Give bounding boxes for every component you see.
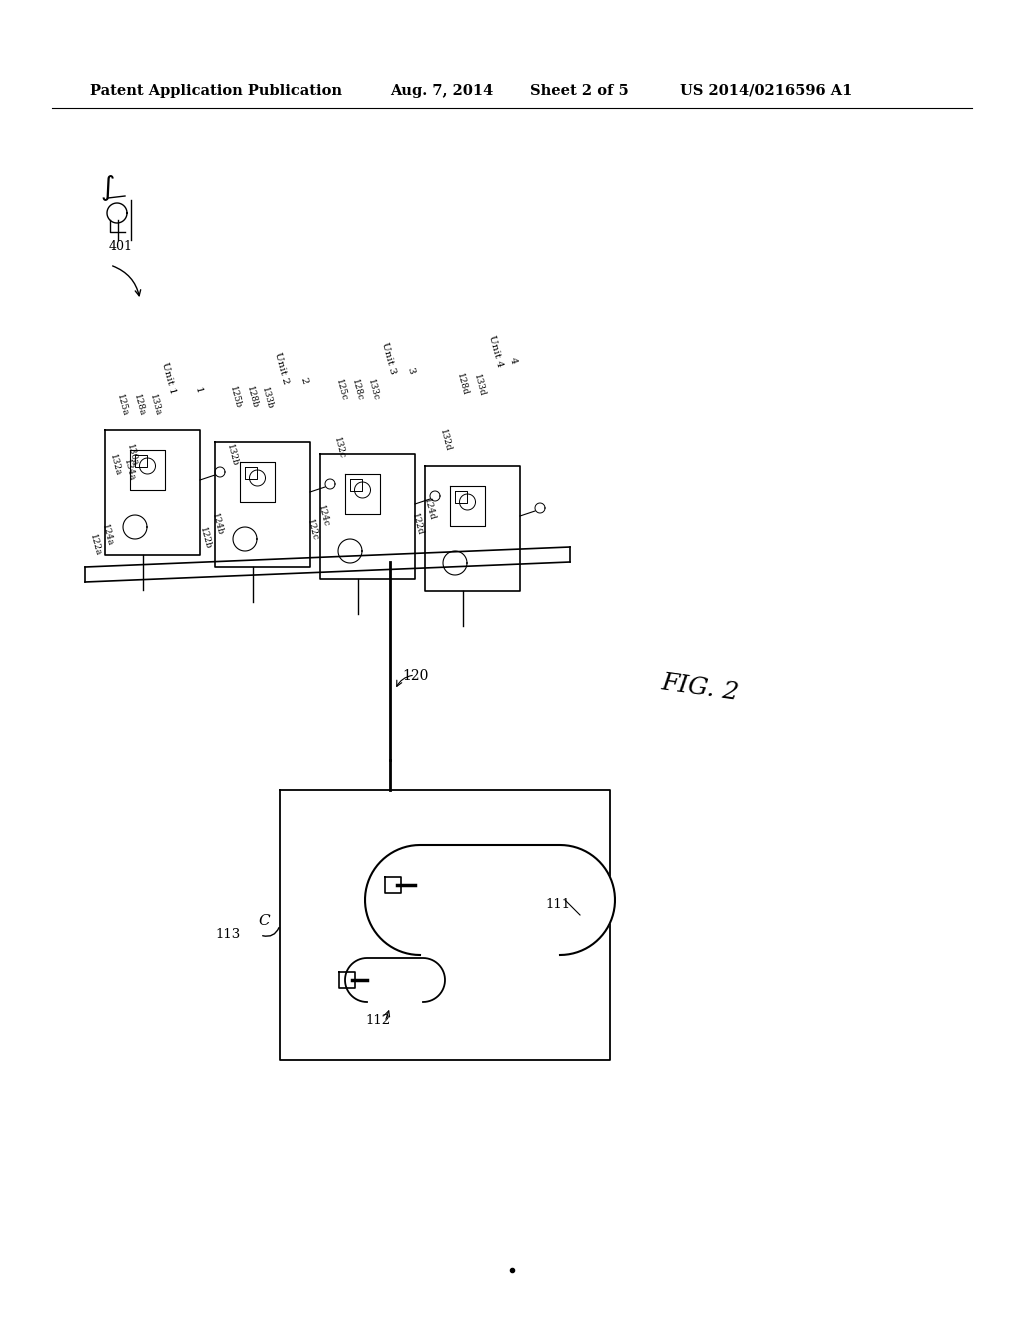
Text: 122c: 122c xyxy=(305,519,319,543)
Text: C: C xyxy=(258,913,269,928)
Text: 401: 401 xyxy=(109,240,133,253)
Text: 124c: 124c xyxy=(316,504,331,528)
Text: 122b: 122b xyxy=(198,525,213,550)
Text: 133d: 133d xyxy=(472,372,486,397)
Text: 2: 2 xyxy=(298,376,308,385)
Text: 124a: 124a xyxy=(100,523,115,546)
Text: FIG. 2: FIG. 2 xyxy=(660,672,740,705)
Text: Unit 2: Unit 2 xyxy=(273,351,290,385)
Text: 120: 120 xyxy=(402,669,428,682)
Text: US 2014/0216596 A1: US 2014/0216596 A1 xyxy=(680,84,852,98)
Text: 124d: 124d xyxy=(422,498,436,521)
Text: 3: 3 xyxy=(406,366,416,375)
Text: 125c: 125c xyxy=(334,378,348,403)
Text: 128a: 128a xyxy=(132,393,146,417)
Polygon shape xyxy=(345,958,445,1002)
Text: $\int$: $\int$ xyxy=(100,173,115,203)
Text: 133b: 133b xyxy=(260,385,274,411)
Text: 4: 4 xyxy=(508,356,518,366)
Text: Unit 4: Unit 4 xyxy=(487,334,504,368)
Text: 125b: 125b xyxy=(228,385,243,411)
Text: 124b: 124b xyxy=(210,512,224,537)
Text: Unit 1: Unit 1 xyxy=(160,360,177,395)
Text: 128b: 128b xyxy=(245,385,260,411)
Text: 125a: 125a xyxy=(115,393,130,417)
Text: 132a: 132a xyxy=(108,453,123,477)
Text: 111: 111 xyxy=(545,898,570,911)
Text: 130a: 130a xyxy=(125,444,139,467)
Text: 132c: 132c xyxy=(332,437,346,459)
Text: Patent Application Publication: Patent Application Publication xyxy=(90,84,342,98)
Text: 133a: 133a xyxy=(148,393,163,417)
Polygon shape xyxy=(365,845,615,954)
Text: 132d: 132d xyxy=(438,428,453,451)
Text: 122d: 122d xyxy=(410,512,425,536)
Text: 133c: 133c xyxy=(366,379,381,403)
Text: 112: 112 xyxy=(365,1014,390,1027)
Text: 1: 1 xyxy=(193,387,204,395)
Text: Aug. 7, 2014: Aug. 7, 2014 xyxy=(390,84,494,98)
Text: Sheet 2 of 5: Sheet 2 of 5 xyxy=(530,84,629,98)
Text: 128c: 128c xyxy=(350,378,365,403)
Text: 128d: 128d xyxy=(455,372,470,397)
Text: 113: 113 xyxy=(215,928,241,941)
Text: 132b: 132b xyxy=(225,442,240,467)
Text: Unit 3: Unit 3 xyxy=(380,341,397,375)
Text: 134a: 134a xyxy=(122,458,136,482)
Text: 122a: 122a xyxy=(88,533,102,557)
